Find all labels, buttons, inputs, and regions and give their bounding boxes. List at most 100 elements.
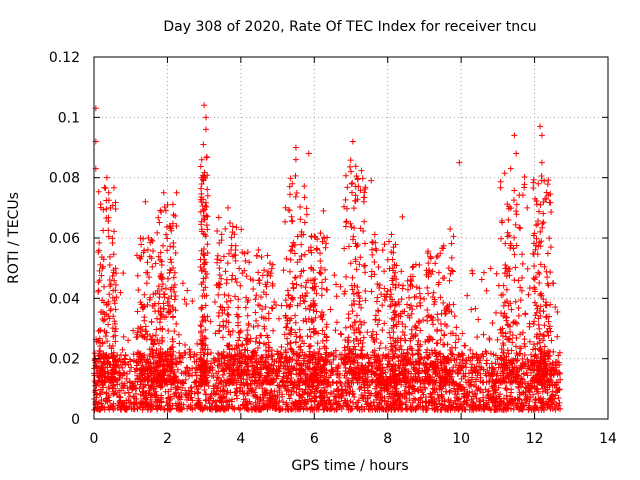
data-point	[145, 382, 152, 389]
data-point	[298, 403, 305, 410]
data-point	[260, 395, 267, 402]
data-point	[403, 405, 410, 412]
data-point	[235, 296, 242, 303]
data-point	[105, 298, 112, 305]
data-point	[517, 225, 524, 232]
data-point	[250, 285, 257, 292]
data-point	[96, 347, 103, 354]
data-point	[430, 386, 437, 393]
data-point	[448, 309, 455, 316]
data-point	[328, 368, 335, 375]
data-point	[500, 349, 507, 356]
data-point	[164, 247, 171, 254]
data-point	[515, 277, 522, 284]
data-point	[122, 406, 129, 413]
data-point	[374, 294, 381, 301]
data-point	[258, 254, 265, 261]
data-point	[101, 316, 108, 323]
data-point	[126, 368, 133, 375]
data-point	[416, 403, 423, 410]
data-point	[407, 378, 414, 385]
data-point	[322, 276, 329, 283]
data-point	[497, 364, 504, 371]
data-point	[538, 290, 545, 297]
data-point	[98, 405, 105, 412]
data-point	[110, 287, 117, 294]
data-point	[153, 315, 160, 322]
data-point	[160, 305, 167, 312]
data-point	[227, 331, 234, 338]
data-point	[250, 323, 257, 330]
data-point	[289, 384, 296, 391]
data-point	[498, 235, 505, 242]
data-point	[537, 228, 544, 235]
data-point	[450, 378, 457, 385]
data-point	[424, 284, 431, 291]
data-point	[367, 354, 374, 361]
data-point	[212, 398, 219, 405]
data-point	[257, 294, 264, 301]
data-point	[106, 261, 113, 268]
data-point	[218, 275, 225, 282]
data-point	[352, 258, 359, 265]
data-point	[110, 333, 117, 340]
data-point	[301, 298, 308, 305]
data-point	[286, 395, 293, 402]
data-point	[416, 299, 423, 306]
data-point	[460, 370, 467, 377]
data-point	[341, 359, 348, 366]
data-point	[227, 358, 234, 365]
data-point	[173, 223, 180, 230]
data-point	[546, 199, 553, 206]
data-point	[385, 238, 392, 245]
data-point	[311, 328, 318, 335]
data-point	[242, 304, 249, 311]
data-point	[282, 204, 289, 211]
data-point	[261, 363, 268, 370]
data-point	[543, 268, 550, 275]
data-point	[159, 274, 166, 281]
data-point	[443, 358, 450, 365]
data-point	[292, 193, 299, 200]
data-point	[498, 354, 505, 361]
data-point	[297, 204, 304, 211]
data-point	[307, 277, 314, 284]
data-point	[167, 256, 174, 263]
data-point	[389, 343, 396, 350]
data-point	[347, 163, 353, 170]
data-point	[522, 388, 529, 395]
data-point	[228, 242, 235, 249]
data-point	[99, 374, 106, 381]
data-point	[392, 284, 399, 291]
data-point	[197, 208, 204, 215]
data-point	[529, 346, 536, 353]
data-point	[242, 404, 249, 411]
data-point	[110, 351, 117, 358]
data-point	[364, 394, 371, 401]
data-point	[349, 274, 356, 281]
data-point	[200, 173, 207, 180]
data-point	[532, 351, 539, 358]
data-point	[179, 379, 186, 386]
data-point	[333, 281, 340, 288]
data-point	[244, 331, 251, 338]
data-point	[516, 224, 523, 231]
data-point	[357, 337, 364, 344]
data-point	[306, 306, 313, 313]
data-point	[147, 385, 154, 392]
data-point	[171, 393, 178, 400]
data-point	[469, 270, 476, 277]
data-point	[423, 394, 430, 401]
data-point	[537, 201, 544, 208]
data-point	[412, 261, 419, 268]
data-point	[449, 267, 456, 274]
data-point	[444, 406, 451, 413]
data-point	[240, 390, 247, 397]
data-point	[260, 315, 267, 322]
data-point	[357, 346, 364, 353]
data-point	[350, 233, 357, 240]
data-point	[296, 352, 303, 359]
data-point	[488, 350, 495, 357]
data-point	[182, 376, 189, 383]
